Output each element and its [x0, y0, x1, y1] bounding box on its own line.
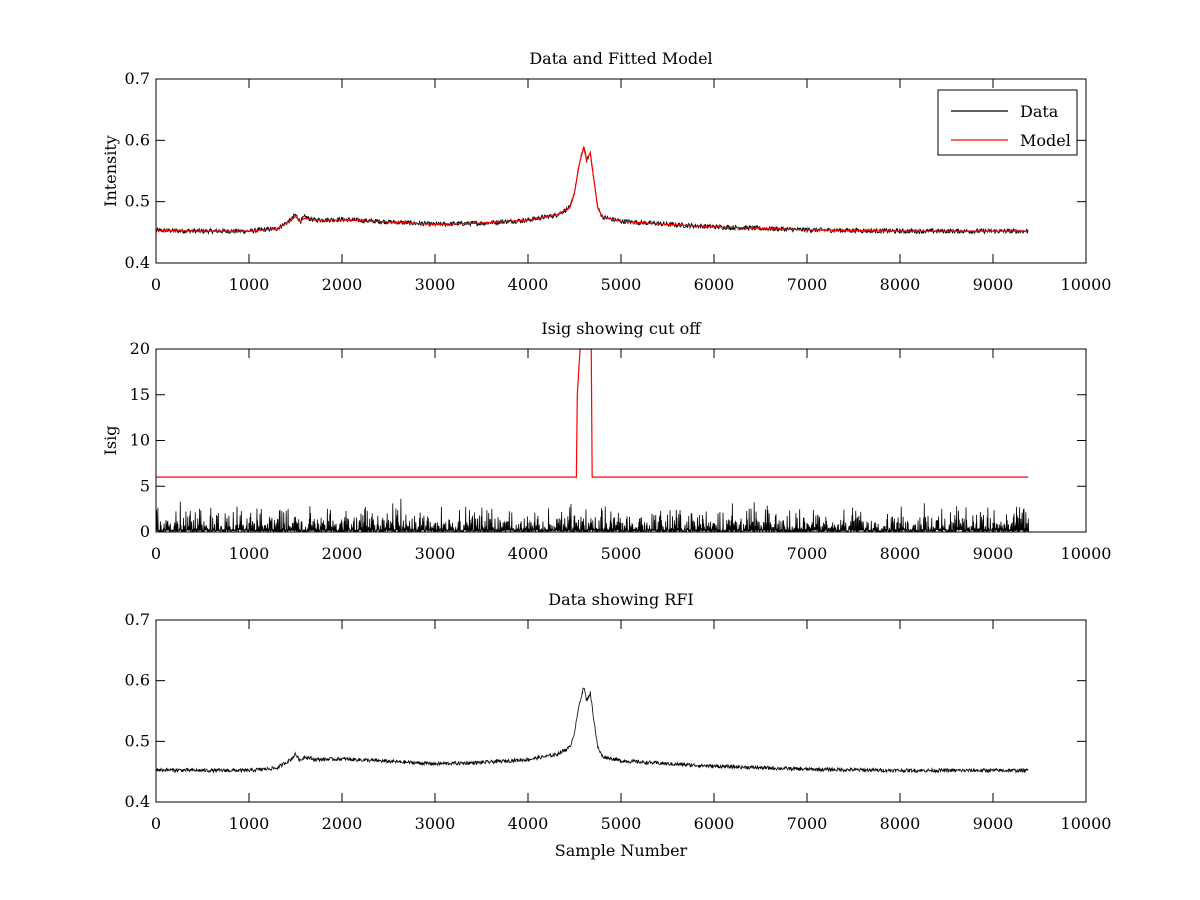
x-tick-label: 5000 [601, 275, 642, 294]
panel-data-and-fitted-model: 0 1000 2000 3000 4000 5000 6000 7000 8000 9000 100… [101, 49, 1111, 294]
y-axis-label: Isig [101, 426, 120, 456]
x-tick-label: 6000 [694, 814, 735, 833]
y-tick-label: 0.4 [125, 253, 150, 272]
x-tick-label: 9000 [973, 544, 1014, 563]
y-tick-label: 0.5 [125, 192, 150, 211]
y-tick-label: 0.4 [125, 792, 150, 811]
x-tick-label: 8000 [880, 275, 921, 294]
series-group [156, 687, 1029, 774]
panel-isig-showing-cut-off: 0 1000 2000 3000 4000 5000 6000 7000 8000 9000 100… [101, 319, 1111, 563]
legend-label-data: Data [1020, 102, 1059, 121]
x-tick-label: 6000 [694, 275, 735, 294]
series-data-line [156, 147, 1029, 236]
axes-frame [155, 619, 1087, 803]
x-tick-label: 10000 [1061, 544, 1112, 563]
x-tick-label: 3000 [415, 814, 456, 833]
x-tick-label: 9000 [973, 814, 1014, 833]
y-tick-label: 0.5 [125, 731, 150, 750]
series-group [156, 146, 1029, 236]
panel-data-showing-rfi: 0 1000 2000 3000 4000 5000 6000 7000 8000 9000 100… [125, 590, 1112, 860]
x-tick-label: 9000 [973, 275, 1014, 294]
y-tick-label: 20 [130, 339, 150, 358]
axes-frame [155, 348, 1087, 533]
x-tick-label: 0 [151, 544, 161, 563]
x-tick-label: 8000 [880, 544, 921, 563]
legend: Data Model [937, 89, 1078, 156]
series-isig-line [156, 498, 1030, 532]
x-axis-label: Sample Number [555, 841, 688, 860]
x-tick-label: 3000 [415, 544, 456, 563]
x-tick-label: 5000 [601, 814, 642, 833]
x-tick-label: 0 [151, 275, 161, 294]
x-tick-label: 0 [151, 814, 161, 833]
x-tick-label: 8000 [880, 814, 921, 833]
x-tick-label: 4000 [508, 814, 549, 833]
x-tick-label: 10000 [1061, 814, 1112, 833]
x-tick-label: 7000 [787, 544, 828, 563]
y-tick-label: 0.6 [125, 130, 150, 149]
y-tick-label: 0.6 [125, 671, 150, 690]
x-tick-label: 1000 [229, 814, 270, 833]
x-tick-label: 2000 [322, 544, 363, 563]
x-tick-label: 1000 [229, 275, 270, 294]
x-tick-label: 7000 [787, 814, 828, 833]
x-tick-label: 5000 [601, 544, 642, 563]
x-tick-label: 3000 [415, 275, 456, 294]
y-tick-label: 10 [130, 431, 150, 450]
x-tick-label: 2000 [322, 814, 363, 833]
y-tick-label: 15 [130, 385, 150, 404]
x-tick-label: 4000 [508, 275, 549, 294]
x-tick-label: 7000 [787, 275, 828, 294]
y-tick-label: 0.7 [125, 69, 150, 88]
series-group [156, 349, 1030, 532]
y-tick-label: 0.7 [125, 610, 150, 629]
x-tick-label: 10000 [1061, 275, 1112, 294]
x-tick-label: 1000 [229, 544, 270, 563]
y-tick-label: 0 [140, 522, 150, 541]
legend-box [937, 89, 1078, 156]
series-data-line [156, 687, 1029, 774]
y-axis-label: Intensity [101, 135, 120, 207]
x-tick-label: 6000 [694, 544, 735, 563]
series-cut-off-line [156, 349, 1029, 478]
x-tick-label: 2000 [322, 275, 363, 294]
x-tick-label: 4000 [508, 544, 549, 563]
chart-title: Data and Fitted Model [529, 49, 712, 68]
series-model-line [156, 146, 1029, 232]
chart-title: Isig showing cut off [541, 319, 702, 338]
y-tick-label: 5 [140, 476, 150, 495]
legend-label-model: Model [1020, 131, 1071, 150]
chart-title: Data showing RFI [548, 590, 693, 609]
